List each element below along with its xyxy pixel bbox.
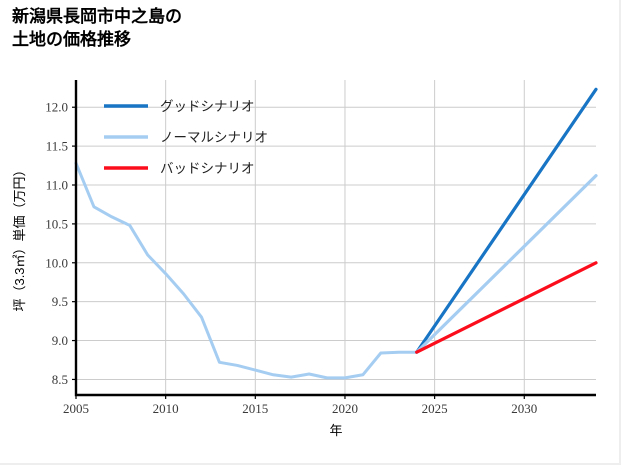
- series-line-bad: [415, 261, 598, 354]
- x-tick-label: 2025: [422, 401, 448, 416]
- x-tick-label: 2005: [63, 401, 89, 416]
- y-tick-label: 9.0: [52, 333, 68, 348]
- page-title: 新潟県長岡市中之島の 土地の価格推移: [12, 7, 182, 49]
- x-tick-labels: 2005 2010 2015 2020 2025 2030: [63, 401, 537, 416]
- y-tick-label: 10.5: [45, 216, 68, 231]
- axes-group: [72, 80, 596, 399]
- x-tick-label: 2010: [153, 401, 179, 416]
- series-group: [74, 87, 598, 380]
- series-line-history: [74, 161, 419, 380]
- y-tick-label: 12.0: [45, 100, 68, 115]
- legend-label-good: グッドシナリオ: [160, 99, 255, 114]
- y-tick-label: 10.0: [45, 255, 68, 270]
- series-line-normal: [415, 174, 598, 354]
- series-line-good: [415, 87, 598, 354]
- axis-lines: [74, 80, 596, 397]
- x-tick-label: 2030: [511, 401, 537, 416]
- x-tick-label: 2020: [332, 401, 358, 416]
- legend-label-bad: バッドシナリオ: [160, 161, 255, 176]
- y-tick-labels: 8.5 9.0 9.5 10.0 10.5 11.0 11.5 12.0: [45, 100, 68, 387]
- y-tick-label: 9.5: [52, 294, 68, 309]
- y-tick-label: 11.5: [46, 139, 68, 154]
- y-tick-label: 11.0: [46, 178, 68, 193]
- legend-label-normal: ノーマルシナリオ: [160, 130, 268, 145]
- gridlines-group: [75, 80, 596, 395]
- x-tick-label: 2015: [242, 401, 268, 416]
- y-tick-label: 8.5: [52, 372, 68, 387]
- y-axis-title: 坪（3.3㎡）単価（万円）: [12, 163, 27, 311]
- x-axis-title: 年: [329, 423, 342, 438]
